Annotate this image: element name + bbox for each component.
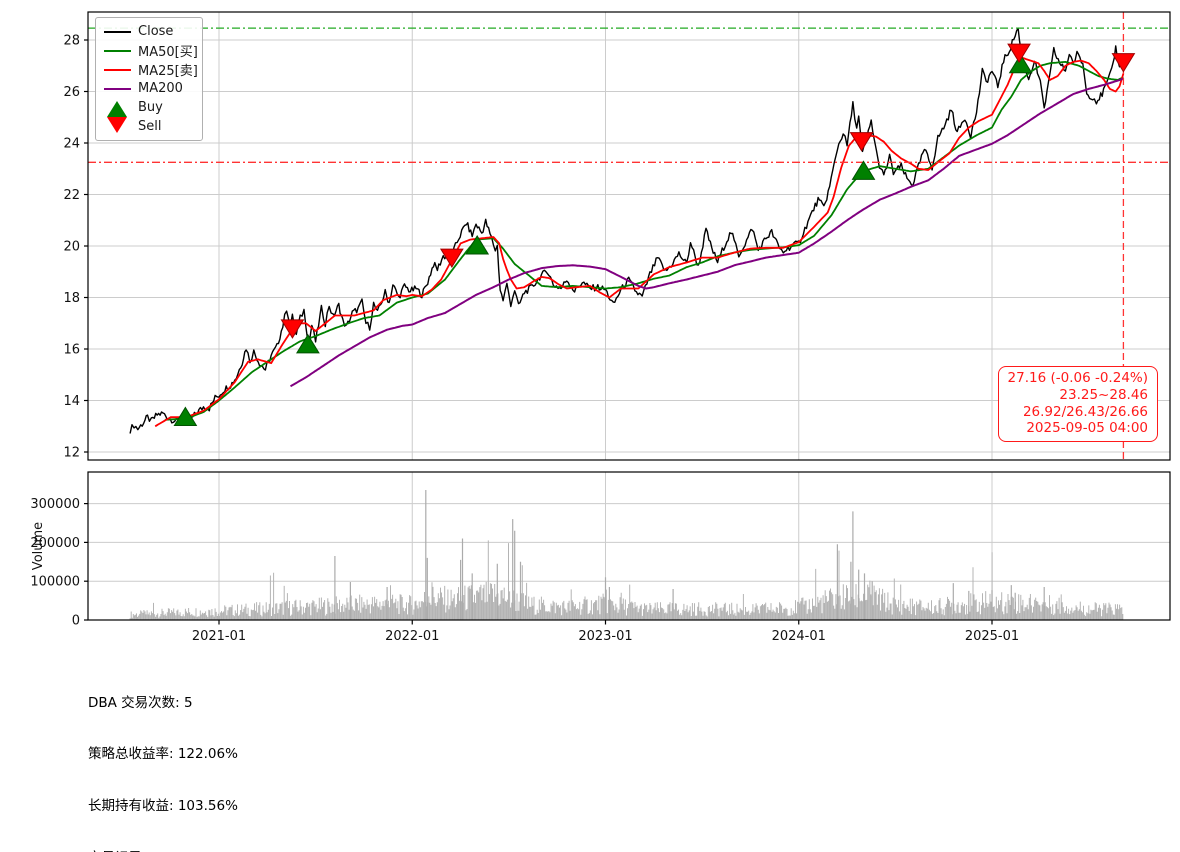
x-tick-label: 2024-01 xyxy=(772,629,826,644)
sell-marker xyxy=(439,248,464,269)
legend-item-close: Close xyxy=(101,22,196,41)
volume-tick-label: 0 xyxy=(72,614,80,629)
volume-tick-label: 100000 xyxy=(30,575,80,590)
trade-log-title: 交易记录: xyxy=(88,850,569,852)
y-tick-label: 12 xyxy=(63,446,80,461)
y-tick-label: 28 xyxy=(63,34,80,49)
ma25-line xyxy=(154,57,1125,428)
buy-marker xyxy=(173,406,198,426)
x-tick-label: 2021-01 xyxy=(192,629,246,644)
legend-item-buy: Buy xyxy=(101,98,196,117)
last-quote-annotation: 27.16 (-0.06 -0.24%) 23.25~28.46 26.92/2… xyxy=(997,366,1158,443)
strategy-stats: DBA 交易次数: 5 策略总收益率: 122.06% 长期持有收益: 103.… xyxy=(88,660,569,852)
buy-marker xyxy=(296,333,320,354)
sell-marker xyxy=(280,319,305,339)
buyhold-return-line: 长期持有收益: 103.56% xyxy=(88,798,238,815)
y-tick-label: 14 xyxy=(63,394,80,409)
y-tick-label: 26 xyxy=(63,85,80,100)
y-tick-label: 24 xyxy=(63,137,80,152)
volume-bars xyxy=(129,540,1124,620)
last-price-line: 27.16 (-0.06 -0.24%) xyxy=(1007,370,1148,386)
sell-marker xyxy=(849,132,874,152)
ma200-line-icon xyxy=(101,87,133,90)
sell-triangle-icon xyxy=(101,117,133,136)
legend-item-ma200: MA200 xyxy=(101,79,196,98)
x-tick-label: 2023-01 xyxy=(578,629,632,644)
chart-legend: Close MA50[买] MA25[卖] MA200 Buy Sell xyxy=(95,17,203,141)
ma50-line-icon xyxy=(101,49,133,52)
legend-label: Buy xyxy=(138,100,163,115)
legend-label: MA25[卖] xyxy=(138,64,198,79)
volume-spike-bars xyxy=(334,490,1045,620)
volume-tick-label: 300000 xyxy=(30,497,80,512)
buy-marker xyxy=(465,235,490,255)
last-datetime-line: 2025-09-05 04:00 xyxy=(1026,420,1148,437)
legend-item-ma25: MA25[卖] xyxy=(101,60,198,79)
buy-marker xyxy=(1008,53,1033,74)
buy-triangle-icon xyxy=(101,98,133,117)
trade-count-line: DBA 交易次数: 5 xyxy=(88,694,193,711)
x-tick-label: 2022-01 xyxy=(385,629,439,644)
legend-label: MA50[买] xyxy=(138,45,198,60)
sell-marker xyxy=(1111,53,1136,73)
price-panel-border xyxy=(87,11,1171,461)
ma50-line xyxy=(164,61,1124,421)
legend-label: Close xyxy=(138,24,174,39)
ma-values-line: 26.92/26.43/26.66 xyxy=(1022,403,1148,420)
price-range-line: 23.25~28.46 xyxy=(1059,386,1148,403)
sell-marker xyxy=(1007,43,1031,64)
y-tick-label: 16 xyxy=(63,343,80,358)
close-line xyxy=(129,27,1124,434)
legend-label: MA200 xyxy=(138,81,183,96)
volume-axis-label: Volume xyxy=(31,522,46,570)
x-tick-label: 2025-01 xyxy=(965,629,1019,644)
ma25-line-icon xyxy=(101,68,133,71)
close-line-icon xyxy=(101,30,133,33)
legend-item-sell: Sell xyxy=(101,117,196,136)
legend-label: Sell xyxy=(138,119,162,134)
y-tick-label: 20 xyxy=(63,240,80,255)
y-tick-label: 22 xyxy=(63,188,80,203)
legend-item-ma50: MA50[买] xyxy=(101,41,198,60)
volume-tick-label: 200000 xyxy=(30,536,80,551)
volume-panel-border xyxy=(87,471,1171,621)
ma200-line xyxy=(289,77,1124,388)
strategy-return-line: 策略总收益率: 122.06% xyxy=(88,746,238,763)
buy-marker xyxy=(851,160,876,180)
y-tick-label: 18 xyxy=(63,291,80,306)
